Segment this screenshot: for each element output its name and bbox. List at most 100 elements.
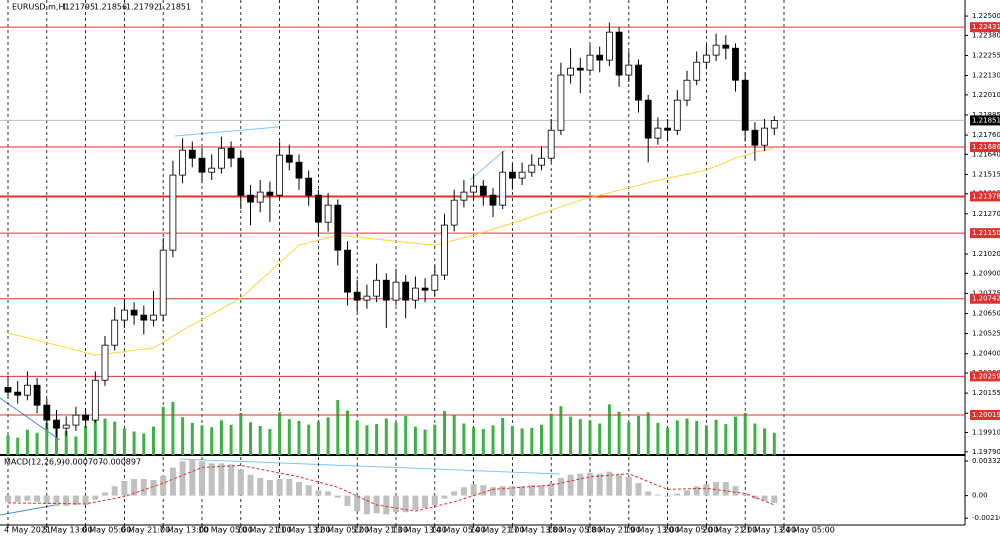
candle-body bbox=[91, 379, 99, 421]
ohlc-value: 1.21795 bbox=[62, 3, 95, 12]
volume-bar bbox=[229, 424, 233, 455]
volume-bar bbox=[559, 406, 563, 455]
x-tick-label: 7 May 13:00 bbox=[159, 526, 209, 535]
macd-bar bbox=[577, 473, 584, 496]
x-tick-label: 4 May 2021 bbox=[4, 526, 51, 535]
candle-body bbox=[43, 404, 51, 421]
volume-bar bbox=[336, 400, 340, 455]
y-tick-label: 1.21270 bbox=[972, 210, 1000, 218]
candle-body bbox=[247, 194, 254, 203]
macd-bar bbox=[218, 463, 225, 496]
y-tick-label: 1.21640 bbox=[972, 150, 1000, 158]
x-tick-label: 10 May 05:00 bbox=[198, 526, 253, 535]
macd-bar bbox=[14, 495, 21, 502]
candle-body bbox=[567, 67, 574, 76]
y-tick-label: 1.20900 bbox=[972, 269, 1000, 277]
candle-body bbox=[557, 74, 565, 131]
candle-body bbox=[121, 309, 128, 321]
macd-bar bbox=[402, 495, 409, 513]
volume-bar bbox=[501, 417, 505, 455]
level-label-bg bbox=[970, 371, 1000, 382]
x-tick-label: 20 May 05:00 bbox=[664, 526, 719, 535]
level-label: 1.20259 bbox=[972, 372, 1000, 380]
candle-body bbox=[188, 149, 196, 159]
candle-body bbox=[770, 120, 778, 129]
candle-body bbox=[382, 279, 390, 301]
candle-body bbox=[606, 31, 613, 61]
macd-bar bbox=[431, 495, 438, 505]
x-tick-label: 13 May 13:00 bbox=[392, 526, 447, 535]
level-label-bg bbox=[970, 141, 1000, 152]
candle-body bbox=[208, 167, 216, 173]
trend-line bbox=[0, 504, 56, 516]
volume-bar bbox=[25, 429, 29, 455]
candle-body bbox=[256, 191, 264, 203]
macd-bar bbox=[596, 473, 603, 496]
candle-body bbox=[489, 194, 497, 206]
macd-value: -0.000707 bbox=[62, 458, 103, 467]
macd-bar bbox=[693, 486, 700, 496]
candle-body bbox=[508, 171, 516, 179]
candle-body bbox=[450, 199, 458, 226]
volume-bar bbox=[45, 422, 49, 455]
volume-bar bbox=[578, 419, 582, 455]
candle-body bbox=[586, 54, 594, 71]
candle-body bbox=[392, 281, 400, 301]
x-tick-label: 21 May 13:00 bbox=[741, 526, 796, 535]
level-label: 1.20019 bbox=[972, 411, 1000, 419]
volume-bar bbox=[161, 406, 165, 455]
candle-body bbox=[130, 309, 138, 316]
y-tick-label: 1.22380 bbox=[972, 31, 1000, 39]
macd-bar bbox=[43, 495, 50, 504]
candle-body bbox=[14, 391, 22, 396]
macd-bar bbox=[528, 485, 535, 496]
x-tick-label: 6 May 21:00 bbox=[120, 526, 170, 535]
y-tick-label: 1.21020 bbox=[972, 250, 1000, 258]
candle-body bbox=[101, 344, 109, 381]
volume-bar bbox=[346, 410, 349, 455]
volume-bar bbox=[549, 413, 553, 455]
macd-bar bbox=[771, 495, 778, 503]
macd-bar bbox=[169, 467, 176, 496]
macd-bar bbox=[625, 476, 632, 496]
candle-body bbox=[23, 384, 31, 396]
level-label: 1.21686 bbox=[972, 143, 1000, 151]
volume-bar bbox=[607, 404, 611, 455]
volume-bar bbox=[171, 401, 175, 455]
candle-body bbox=[373, 279, 381, 297]
volume-bar bbox=[666, 427, 670, 455]
volume-bar bbox=[520, 428, 524, 455]
candle-body bbox=[334, 204, 342, 251]
volume-bar bbox=[365, 425, 369, 455]
candle-body bbox=[761, 127, 768, 146]
y-tick-label: 1.20400 bbox=[972, 350, 1000, 358]
y-tick-label: 0.003322 bbox=[972, 457, 1000, 465]
volume-bar bbox=[646, 412, 650, 455]
candle-body bbox=[344, 249, 351, 293]
y-tick-label: 1.20650 bbox=[972, 310, 1000, 318]
candle-body bbox=[712, 44, 720, 56]
volume-bar bbox=[763, 428, 767, 455]
macd-bar bbox=[354, 495, 361, 512]
x-tick-label: 12 May 21:00 bbox=[353, 526, 408, 535]
trend-line bbox=[469, 149, 506, 181]
macd-bar bbox=[412, 495, 419, 511]
volume-bar bbox=[540, 424, 543, 455]
macd-bar bbox=[5, 495, 11, 502]
macd-bar bbox=[121, 481, 128, 496]
volume-bar bbox=[307, 424, 311, 455]
volume-bar bbox=[268, 429, 272, 455]
macd-bar bbox=[344, 495, 351, 506]
level-label: 1.21378 bbox=[972, 192, 1000, 200]
macd-bar bbox=[470, 484, 477, 496]
candle-body bbox=[305, 177, 313, 196]
volume-bar bbox=[413, 426, 417, 455]
x-tick-label: 14 May 21:00 bbox=[470, 526, 525, 535]
volume-bar bbox=[316, 421, 320, 455]
candle-body bbox=[227, 147, 235, 159]
candle-body bbox=[314, 194, 322, 223]
candle-body bbox=[547, 129, 555, 159]
volume-bar bbox=[588, 420, 592, 455]
trend-line bbox=[0, 397, 61, 441]
